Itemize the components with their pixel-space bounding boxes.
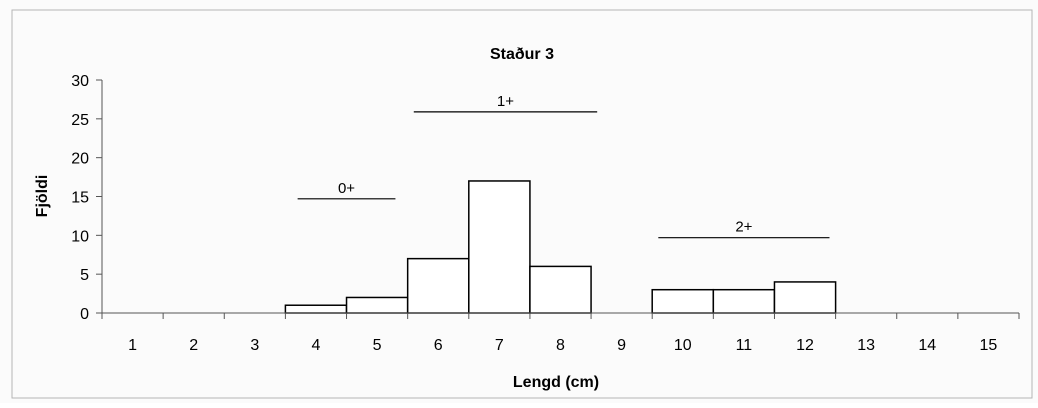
chart-title: Staður 3 xyxy=(490,46,554,63)
bar xyxy=(651,288,715,314)
y-tick-label: 5 xyxy=(80,267,89,284)
annotation-label: 2+ xyxy=(735,219,752,236)
y-tick-label: 10 xyxy=(71,228,89,245)
y-tick-label: 0 xyxy=(80,306,89,323)
x-tick-label: 11 xyxy=(736,337,753,354)
x-tick-label: 6 xyxy=(434,337,443,354)
x-tick-label: 8 xyxy=(556,337,565,354)
bar xyxy=(406,257,470,314)
chart-border xyxy=(11,9,1033,399)
x-tick-label: 9 xyxy=(617,337,626,354)
annotation-label: 1+ xyxy=(497,93,514,110)
bar xyxy=(468,180,531,314)
x-tick-label: 3 xyxy=(250,337,259,354)
y-tick-label: 30 xyxy=(71,73,89,90)
x-tick-label: 7 xyxy=(495,337,504,354)
x-tick-label: 15 xyxy=(980,337,998,354)
y-tick-label: 20 xyxy=(71,151,89,168)
x-tick-label: 13 xyxy=(857,337,875,354)
annotation-label: 0+ xyxy=(338,180,355,197)
bar xyxy=(345,296,409,314)
bar xyxy=(773,281,837,314)
y-axis-label: Fjöldi xyxy=(34,175,51,218)
x-tick-label: 2 xyxy=(189,337,198,354)
x-tick-label: 12 xyxy=(796,337,814,354)
x-axis-label: Lengd (cm) xyxy=(513,374,599,391)
bar xyxy=(529,265,592,314)
x-tick-label: 4 xyxy=(312,337,321,354)
x-tick-label: 10 xyxy=(674,337,692,354)
y-tick-label: 25 xyxy=(71,112,89,129)
x-tick-label: 5 xyxy=(373,337,382,354)
y-tick-label: 15 xyxy=(71,190,89,207)
bar xyxy=(284,304,348,314)
x-tick-label: 1 xyxy=(128,337,137,354)
x-tick-label: 14 xyxy=(918,337,936,354)
bar xyxy=(712,288,776,314)
